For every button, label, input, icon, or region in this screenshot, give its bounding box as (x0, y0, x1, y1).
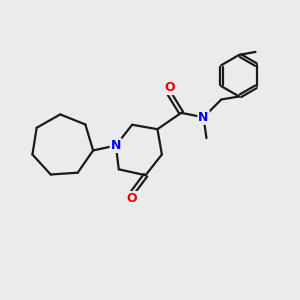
Text: N: N (198, 111, 209, 124)
Text: N: N (111, 139, 121, 152)
Text: O: O (164, 81, 175, 94)
Text: O: O (127, 192, 137, 205)
